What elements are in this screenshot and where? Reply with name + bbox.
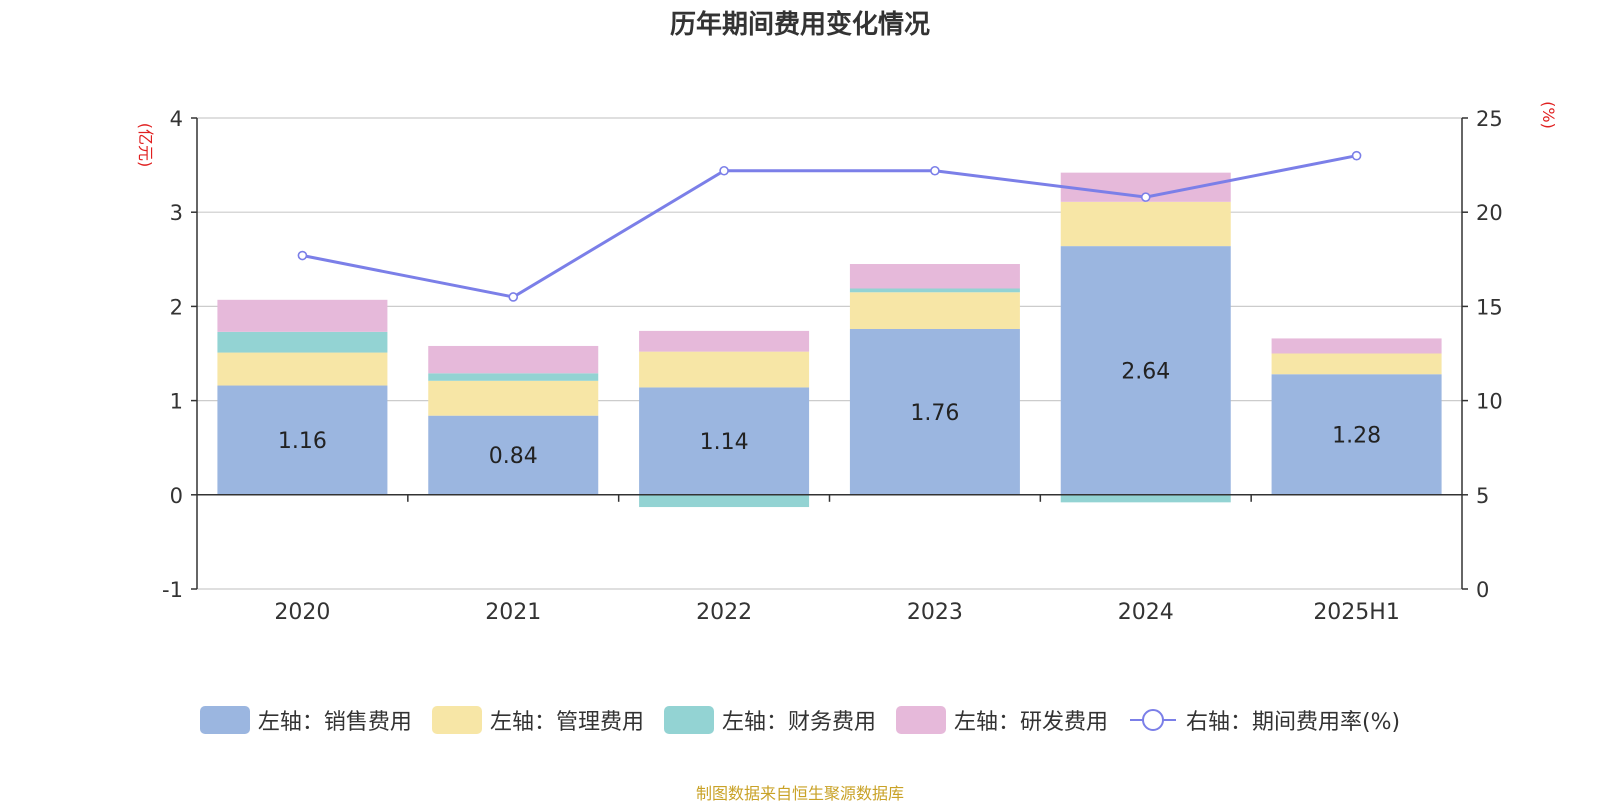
- legend-item-sales[interactable]: 左轴：销售费用: [199, 704, 412, 736]
- right-axis-tick-label: 10: [1476, 390, 1503, 414]
- bar-segment-2-2021: [428, 380, 599, 416]
- chart-title: 历年期间费用变化情况: [669, 10, 930, 40]
- x-axis-tick-label: 2025H1: [1313, 600, 1400, 625]
- bar-segment-4-2023: [849, 264, 1020, 289]
- bar-segment-3-2020: [217, 331, 388, 353]
- left-axis-tick-label: 2: [170, 295, 183, 319]
- rate-point: [1351, 150, 1362, 161]
- right-axis-tick-label: 25: [1476, 107, 1503, 131]
- rate-point: [930, 165, 940, 176]
- legend: 左轴：销售费用 左轴：管理费用 左轴：财务费用 左轴：研发费用 右轴：期间费用率…: [0, 704, 1600, 736]
- right-axis-unit: (%): [1539, 101, 1558, 129]
- x-axis-tick-label: 2020: [274, 600, 330, 625]
- grid-lines: [197, 117, 1462, 590]
- bar-value-label: 1.76: [910, 401, 959, 426]
- bar-segment-4-2025H1: [1271, 338, 1442, 354]
- bar-segment-2-2020: [217, 352, 388, 386]
- legend-item-rnd[interactable]: 左轴：研发费用: [895, 704, 1108, 736]
- legend-label-admin: 左轴：管理费用: [489, 710, 644, 735]
- bar-segment-2-2025H1: [1271, 353, 1442, 375]
- legend-swatch-admin: [431, 706, 482, 734]
- bar-segment-1-2024: [1060, 246, 1231, 495]
- bar-segment-1-2023: [849, 329, 1020, 495]
- left-axis-tick-label: 3: [170, 201, 183, 225]
- legend-label-rate: 右轴：期间费用率(%): [1185, 710, 1401, 735]
- rate-point: [1140, 192, 1151, 202]
- left-axis-unit: (亿元): [136, 123, 155, 168]
- x-axis-tick-label: 2023: [907, 600, 963, 625]
- legend-label-finance: 左轴：财务费用: [721, 710, 876, 735]
- bar-segment-4-2020: [217, 299, 388, 332]
- x-axis-tick-label: 2022: [696, 600, 752, 625]
- bar-value-label: 1.28: [1332, 424, 1381, 449]
- legend-swatch-rnd: [895, 706, 946, 734]
- axes: -1 0 1 2 3 4 0 5 10 15 20 25 2020 2021 2022 2023 2024 202…: [162, 107, 1503, 625]
- left-axis-tick-label: 4: [170, 107, 183, 131]
- bar-value-label: 2.64: [1121, 359, 1170, 384]
- legend-label-sales: 左轴：销售费用: [257, 710, 412, 735]
- legend-line-marker-icon: [1129, 709, 1176, 731]
- bar-segment-4-2022: [639, 330, 810, 352]
- left-axis-tick-label: 0: [170, 484, 183, 508]
- right-axis-tick-label: 20: [1476, 201, 1503, 225]
- left-axis-tick-label: -1: [162, 578, 183, 602]
- bar-segment-4-2021: [428, 345, 599, 374]
- x-axis-tick-label: 2024: [1118, 600, 1174, 625]
- rate-point: [719, 165, 729, 176]
- bar-segment-2-2023: [849, 292, 1020, 330]
- bar-segment-1-2020: [217, 385, 388, 495]
- legend-swatch-finance: [663, 706, 714, 734]
- bar-value-label: 0.84: [489, 444, 538, 469]
- legend-swatch-sales: [199, 706, 250, 734]
- right-axis-tick-label: 0: [1476, 578, 1489, 602]
- bar-segment-3-2023: [849, 288, 1020, 293]
- legend-label-rnd: 左轴：研发费用: [953, 710, 1108, 735]
- x-axis-tick-label: 2021: [485, 600, 541, 625]
- legend-item-admin[interactable]: 左轴：管理费用: [431, 704, 644, 736]
- bar-segment-2-2024: [1060, 201, 1231, 247]
- rate-point: [297, 250, 308, 261]
- bar-layer: [217, 172, 1442, 508]
- data-label-layer: 1.16 0.84 1.14 1.76 2.64 1.28: [278, 359, 1381, 469]
- bar-value-label: 1.16: [278, 429, 327, 454]
- bar-value-label: 1.14: [700, 430, 749, 455]
- bar-segment-1-2025H1: [1271, 374, 1442, 495]
- bar-segment-1-2022: [639, 387, 810, 495]
- rate-line: [302, 154, 1357, 299]
- rate-line-layer: [297, 150, 1362, 302]
- rate-point: [508, 292, 519, 302]
- right-axis-tick-label: 15: [1476, 295, 1503, 319]
- legend-item-rate[interactable]: 右轴：期间费用率(%): [1128, 704, 1400, 736]
- bar-segment-1-2021: [428, 415, 599, 495]
- bar-segment-3-2021: [428, 373, 599, 381]
- bar-segment-3-2024: [1060, 494, 1231, 503]
- source-note: 制图数据来自恒生聚源数据库: [695, 784, 904, 803]
- legend-item-finance[interactable]: 左轴：财务费用: [663, 704, 876, 736]
- left-axis-tick-label: 1: [170, 390, 183, 414]
- bar-segment-3-2022: [639, 494, 810, 508]
- right-axis-tick-label: 5: [1476, 484, 1489, 508]
- bar-segment-2-2022: [639, 351, 810, 388]
